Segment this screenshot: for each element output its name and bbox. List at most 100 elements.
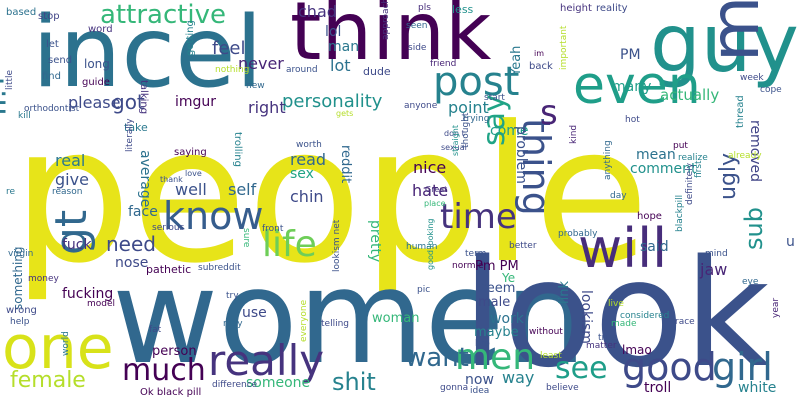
cloud-word: front [262,224,284,234]
cloud-word: trolling [232,132,243,167]
cloud-word: re [6,187,16,197]
cloud-word: Yeah [509,45,524,76]
cloud-word: Ye [502,271,516,285]
cloud-word: read [290,150,327,169]
cloud-word: seen [406,21,428,31]
cloud-word: straight [451,124,460,156]
cloud-word: race [675,317,695,327]
cloud-word: around [286,65,318,75]
cloud-word: lmao [622,343,652,357]
cloud-word: person [152,344,197,359]
cloud-word: comment [630,161,697,177]
cloud-word: good [622,345,717,389]
cloud-word: said [640,239,669,255]
cloud-word: someone [246,375,311,391]
cloud-word: everyone [299,299,309,342]
cloud-word: never [238,54,284,73]
cloud-word: subreddit [198,263,241,273]
cloud-word: try [226,291,239,301]
cloud-word: girl [712,345,773,389]
cloud-word: actually [660,86,720,104]
cloud-word: mind [705,249,728,259]
cloud-word: live [608,299,624,309]
cloud-word: kill [18,111,31,121]
cloud-word: mean [636,147,676,163]
cloud-word: find [42,71,61,82]
cloud-word: seem [480,281,516,296]
cloud-word: come [490,123,529,139]
cloud-word: self [228,180,257,199]
cloud-word: shit [332,368,376,396]
cloud-word: pic [417,285,431,295]
cloud-word: want [405,343,469,373]
cloud-word: stop [38,11,60,22]
cloud-word: way [502,368,535,387]
cloud-word: better [509,241,537,251]
cloud-word: u [786,234,795,250]
cloud-word: now [465,372,494,388]
cloud-word: attractive [100,0,227,30]
cloud-word: guy [650,0,799,90]
cloud-word: human [406,242,438,252]
cloud-word: woman [372,311,420,326]
cloud-word: side [408,43,427,53]
cloud-word: lookism net [332,219,342,272]
cloud-word: chad [298,2,337,21]
cloud-word: average [137,150,153,208]
cloud-word: hope [637,211,662,222]
cloud-word: pretty [367,220,383,263]
cloud-word: see [555,351,608,386]
cloud-word: reality [596,3,628,14]
cloud-word: start [484,93,505,103]
cloud-word: time [440,197,517,237]
cloud-word: help [10,317,30,327]
cloud-word: female [10,368,86,393]
cloud-word: much [122,353,206,388]
cloud-word: considered [620,311,670,321]
cloud-word: least [540,351,562,361]
cloud-word: life [262,224,317,265]
cloud-word: world [61,331,71,356]
cloud-word: real [55,151,86,170]
cloud-word: im [534,49,545,58]
cloud-word: PM [620,47,641,63]
cloud-word: need [106,232,156,256]
cloud-word: model [87,299,116,309]
cloud-word: believe [546,383,579,393]
cloud-word: lookism [578,290,594,344]
cloud-word: day [610,191,627,201]
cloud-word: kind [569,124,579,144]
cloud-word: will [578,217,668,280]
cloud-word: put [673,141,688,151]
cloud-word: link [557,281,572,304]
cloud-word: got [112,90,145,114]
cloud-word: man [328,39,360,55]
cloud-word: pls [418,3,431,13]
cloud-word: true [598,333,617,343]
cloud-word: sure [241,228,251,248]
cloud-word: use [242,305,267,321]
cloud-word: s [540,93,558,133]
cloud-word: thread [735,95,746,128]
cloud-word: sexual [441,143,467,152]
cloud-word: hate [412,181,449,200]
cloud-word: difference [212,380,258,390]
cloud-word: orthodontist [24,104,80,114]
cloud-word: friend [430,59,457,69]
cloud-word: anyone [404,101,438,111]
cloud-word: men [455,337,536,378]
cloud-word: guide [82,77,110,88]
cloud-word: maybe [474,325,519,340]
cloud-word: don t [444,129,465,138]
cloud-word: money [28,274,59,284]
cloud-word: jaw [700,260,728,279]
cloud-word: new [246,81,265,91]
cloud-word: dude [363,65,391,78]
cloud-word: gonna [440,383,469,393]
cloud-word: incel [32,0,263,110]
cloud-word: fat [149,325,162,335]
cloud-word: first [694,160,704,178]
cloud-word: back [529,61,553,72]
cloud-word: Ok black pill [140,387,202,398]
